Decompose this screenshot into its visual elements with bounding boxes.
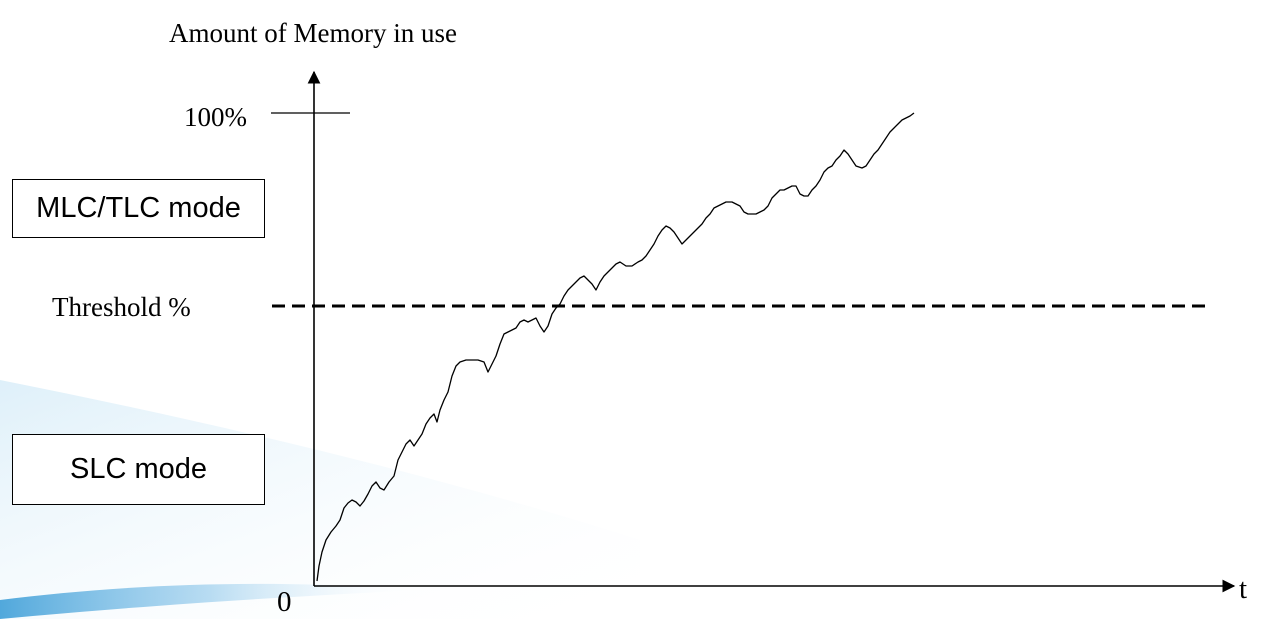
origin-label: 0 (277, 586, 292, 618)
mlc-tlc-mode-box: MLC/TLC mode (12, 179, 265, 238)
y-axis-title: Amount of Memory in use (169, 18, 457, 48)
slc-mode-label: SLC mode (69, 453, 207, 485)
swoosh-band-shape (0, 583, 420, 619)
x-axis-label: t (1239, 573, 1248, 605)
slc-mode-box: SLC mode (12, 434, 265, 505)
threshold-label: Threshold % (52, 292, 191, 322)
hundred-percent-label: 100% (184, 102, 247, 132)
memory-usage-curve (316, 112, 915, 582)
mlc-tlc-mode-label: MLC/TLC mode (36, 192, 241, 224)
